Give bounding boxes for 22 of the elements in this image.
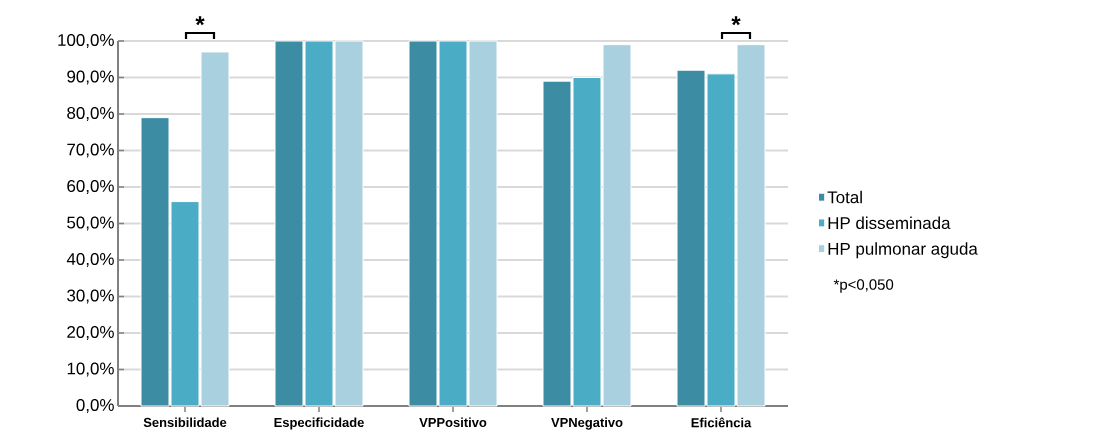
text: *p<0,050 (833, 279, 894, 293)
x-tick-label: VPNegativo (551, 417, 623, 430)
x-tick-label: Sensibilidade (143, 417, 227, 428)
x-tick-label: VPPositivo (419, 417, 487, 428)
text: * (195, 16, 205, 26)
y-tick-label: 50,0% (67, 216, 114, 231)
y-tick-label: 20,0% (67, 326, 114, 340)
y-tick-label: 0,0% (76, 399, 114, 413)
y-tick-label: 60,0% (67, 180, 114, 194)
legend-label: Total (827, 190, 862, 204)
x-tick-label: Eficiência (691, 417, 752, 428)
legend-label: HP pulmonar aguda (828, 242, 978, 259)
y-tick-label: 40,0% (66, 253, 114, 267)
legend-label: HP disseminada (828, 216, 951, 230)
y-tick-label: 30,0% (67, 289, 114, 304)
y-tick-label: 100,0% (58, 34, 114, 48)
y-tick-label: 90,0% (67, 70, 114, 85)
y-tick-label: 10,0% (67, 362, 114, 377)
y-tick-label: 80,0% (67, 107, 114, 121)
text: * (731, 16, 741, 26)
x-tick-label: Especificidade (274, 417, 364, 430)
y-tick-label: 70,0% (67, 143, 114, 158)
